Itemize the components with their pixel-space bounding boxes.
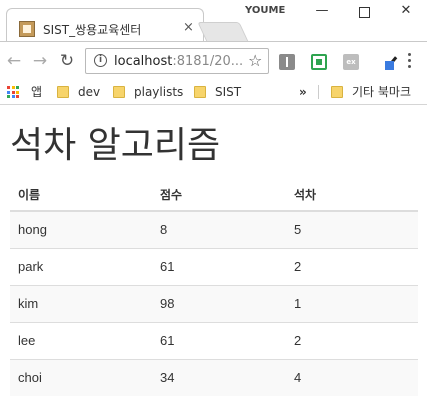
forward-arrow-icon[interactable]: → bbox=[30, 51, 50, 71]
bookmark-folder-sist[interactable]: SIST bbox=[194, 83, 241, 101]
apps-grid-dot bbox=[7, 95, 10, 98]
back-arrow-icon[interactable]: ← bbox=[4, 51, 24, 71]
apps-grid-dot bbox=[12, 91, 15, 94]
maximize-button[interactable] bbox=[344, 3, 384, 21]
cell-score: 34 bbox=[152, 359, 286, 396]
cell-rank: 2 bbox=[286, 322, 418, 359]
bookmarks-separator bbox=[318, 85, 319, 99]
apps-grid-icon[interactable] bbox=[7, 86, 19, 98]
extension-2-icon[interactable] bbox=[311, 54, 327, 70]
header-name: 이름 bbox=[10, 178, 152, 211]
extension-1-icon[interactable] bbox=[279, 54, 295, 70]
cell-score: 61 bbox=[152, 248, 286, 285]
table-row: hong 8 5 bbox=[10, 211, 418, 248]
cell-score: 98 bbox=[152, 285, 286, 322]
bookmark-label: playlists bbox=[134, 85, 183, 99]
cell-name: park bbox=[10, 248, 152, 285]
color-picker-icon[interactable] bbox=[376, 52, 394, 70]
apps-grid-dot bbox=[16, 91, 19, 94]
folder-icon bbox=[331, 86, 343, 98]
minimize-button[interactable]: — bbox=[302, 3, 342, 21]
folder-icon bbox=[57, 86, 69, 98]
bookmark-label: SIST bbox=[215, 85, 241, 99]
table-row: kim 98 1 bbox=[10, 285, 418, 322]
color-swatch bbox=[385, 61, 394, 70]
bookmark-star-icon[interactable]: ☆ bbox=[248, 51, 262, 70]
url-rest: :8181/20... bbox=[172, 54, 243, 69]
profile-name[interactable]: YOUME bbox=[245, 5, 285, 16]
info-icon[interactable]: i bbox=[94, 54, 107, 67]
apps-grid-dot bbox=[12, 86, 15, 89]
folder-icon bbox=[113, 86, 125, 98]
bookmark-label: dev bbox=[78, 85, 100, 99]
apps-grid-dot bbox=[7, 86, 10, 89]
apps-grid-dot bbox=[16, 86, 19, 89]
header-score: 점수 bbox=[152, 178, 286, 211]
bookmark-apps[interactable]: 앱 bbox=[31, 83, 42, 101]
cell-score: 61 bbox=[152, 322, 286, 359]
cell-rank: 2 bbox=[286, 248, 418, 285]
new-tab-button[interactable] bbox=[197, 22, 248, 42]
title-bar: SIST_쌍용교육센터 × YOUME — ✕ bbox=[0, 0, 427, 41]
table-row: lee 61 2 bbox=[10, 322, 418, 359]
header-rank: 석차 bbox=[286, 178, 418, 211]
menu-dot bbox=[408, 65, 411, 68]
menu-dot bbox=[408, 59, 411, 62]
extension-3-icon[interactable]: ex bbox=[343, 54, 359, 70]
bookmark-folder-dev[interactable]: dev bbox=[57, 83, 100, 101]
menu-dot bbox=[408, 53, 411, 56]
apps-grid-dot bbox=[7, 91, 10, 94]
apps-grid-dot bbox=[16, 95, 19, 98]
browser-menu-icon[interactable] bbox=[408, 53, 412, 69]
table-header-row: 이름 점수 석차 bbox=[10, 178, 418, 211]
page-content: 석차 알고리즘 이름 점수 석차 hong 8 5 park 61 2 bbox=[0, 105, 427, 419]
table-row: choi 34 4 bbox=[10, 359, 418, 396]
favicon-icon bbox=[19, 21, 35, 37]
bookmarks-more-button[interactable]: » bbox=[299, 83, 307, 101]
cell-name: choi bbox=[10, 359, 152, 396]
table-row: park 61 2 bbox=[10, 248, 418, 285]
cell-score: 8 bbox=[152, 211, 286, 248]
bookmarks-bar: 앱 dev playlists SIST » 기타 북마크 bbox=[0, 79, 427, 105]
cell-name: kim bbox=[10, 285, 152, 322]
cell-name: hong bbox=[10, 211, 152, 248]
tab-title: SIST_쌍용교육센터 bbox=[43, 21, 141, 38]
reload-icon[interactable]: ↻ bbox=[57, 51, 77, 71]
bookmark-folder-playlists[interactable]: playlists bbox=[113, 83, 183, 101]
bookmark-folder-other[interactable]: 기타 북마크 bbox=[331, 83, 411, 101]
cell-rank: 5 bbox=[286, 211, 418, 248]
cell-name: lee bbox=[10, 322, 152, 359]
browser-tab[interactable]: SIST_쌍용교육센터 × bbox=[6, 8, 204, 42]
close-window-button[interactable]: ✕ bbox=[386, 3, 426, 21]
bookmark-label: 기타 북마크 bbox=[352, 85, 411, 99]
page-title: 석차 알고리즘 bbox=[10, 124, 220, 168]
maximize-icon bbox=[359, 7, 370, 18]
cell-rank: 4 bbox=[286, 359, 418, 396]
browser-toolbar: ← → ↻ i localhost:8181/20... ☆ ex bbox=[0, 41, 427, 79]
cell-rank: 1 bbox=[286, 285, 418, 322]
tab-close-icon[interactable]: × bbox=[183, 20, 194, 36]
address-bar[interactable]: i localhost:8181/20... ☆ bbox=[85, 48, 269, 74]
url-host: localhost bbox=[114, 54, 172, 69]
url-text[interactable]: localhost:8181/20... bbox=[114, 54, 243, 69]
rank-table: 이름 점수 석차 hong 8 5 park 61 2 kim bbox=[10, 178, 418, 396]
apps-grid-dot bbox=[12, 95, 15, 98]
folder-icon bbox=[194, 86, 206, 98]
